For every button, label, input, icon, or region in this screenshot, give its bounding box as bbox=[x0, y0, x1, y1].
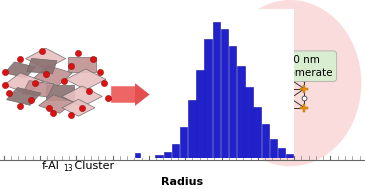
Bar bbox=[155, 155, 163, 158]
Bar bbox=[188, 100, 196, 158]
Text: ~60 nm
Agglomerate: ~60 nm Agglomerate bbox=[266, 55, 333, 78]
FancyArrow shape bbox=[111, 87, 135, 102]
Text: f-Al: f-Al bbox=[42, 161, 60, 171]
Bar bbox=[253, 107, 261, 158]
Text: 13: 13 bbox=[63, 164, 72, 173]
Polygon shape bbox=[27, 58, 57, 74]
Text: Cluster: Cluster bbox=[71, 161, 114, 171]
Bar bbox=[172, 144, 179, 158]
Bar bbox=[180, 127, 188, 158]
Polygon shape bbox=[7, 88, 41, 105]
Ellipse shape bbox=[219, 0, 361, 166]
Polygon shape bbox=[62, 86, 102, 107]
Bar bbox=[237, 66, 245, 158]
Bar bbox=[278, 148, 285, 158]
Polygon shape bbox=[23, 81, 54, 97]
Bar bbox=[261, 124, 269, 158]
Polygon shape bbox=[68, 57, 96, 72]
Text: Radius: Radius bbox=[161, 177, 204, 187]
FancyArrow shape bbox=[111, 83, 150, 106]
Bar bbox=[286, 154, 293, 158]
Bar bbox=[212, 22, 220, 158]
Bar bbox=[245, 87, 253, 158]
Bar bbox=[135, 153, 140, 158]
Polygon shape bbox=[39, 95, 74, 113]
Polygon shape bbox=[66, 69, 106, 90]
Bar bbox=[204, 39, 212, 158]
Bar bbox=[221, 29, 228, 158]
Bar bbox=[270, 139, 277, 158]
Polygon shape bbox=[5, 62, 35, 78]
Polygon shape bbox=[46, 85, 74, 100]
Polygon shape bbox=[4, 73, 43, 93]
Bar bbox=[164, 152, 171, 158]
Polygon shape bbox=[62, 99, 95, 116]
Polygon shape bbox=[34, 66, 72, 86]
Bar bbox=[229, 46, 237, 158]
Polygon shape bbox=[26, 48, 66, 69]
Bar bbox=[196, 70, 204, 158]
